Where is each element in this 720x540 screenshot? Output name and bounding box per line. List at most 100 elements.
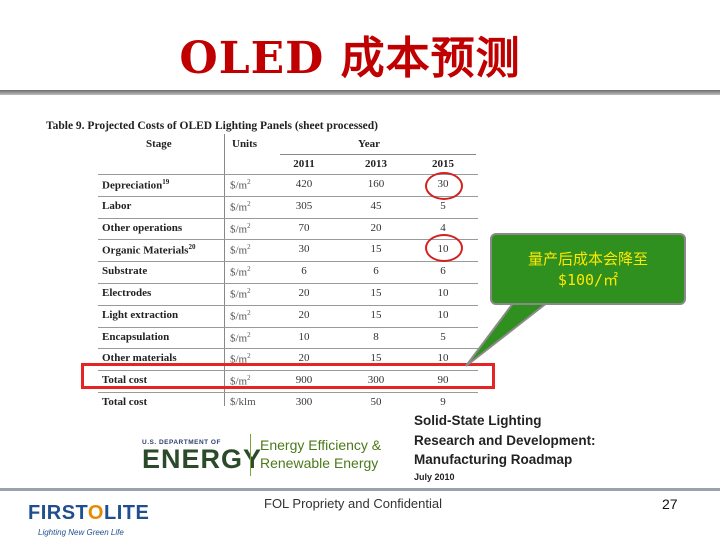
row-unit: $/m2 <box>230 178 251 192</box>
cell-2011: 300 <box>295 395 313 408</box>
company-logo-lite: LITE <box>103 502 150 524</box>
row-stage: Light extraction <box>102 308 179 321</box>
row-unit: $/m2 <box>230 374 251 388</box>
total-cost-highlight <box>81 363 495 389</box>
cell-2013: 45 <box>370 199 382 212</box>
callout-line-1: 量产后成本会降至 <box>527 250 648 268</box>
highlight-circle <box>425 234 463 262</box>
row-stage: Organic Materials20 <box>102 243 196 258</box>
table-row: Total cost $/klm 300 50 9 <box>98 391 478 414</box>
cost-table: Depreciation19 $/m2 420 160 30 Labor $/m2 305 45… <box>98 174 478 414</box>
table-row: Other operations $/m2 70 20 4 <box>98 217 478 240</box>
cell-2013: 6 <box>373 265 379 278</box>
table-row: Substrate $/m2 6 6 6 <box>98 261 478 283</box>
cell-2015: 10 <box>437 308 449 321</box>
company-logo-first: FIRST <box>28 502 88 524</box>
eere-logo: Energy Efficiency & Renewable Energy <box>260 436 381 472</box>
year-header: 2015 <box>432 158 454 170</box>
year-header: 2013 <box>365 158 387 170</box>
row-stage: Depreciation19 <box>102 178 170 192</box>
cell-2011: 20 <box>298 286 310 299</box>
eere-line-1: Energy Efficiency & <box>260 437 382 453</box>
cell-2013: 160 <box>367 178 385 190</box>
logo-divider <box>250 434 251 476</box>
cell-2015: 90 <box>437 374 449 387</box>
column-header-stage: Stage <box>146 138 172 150</box>
cell-2011: 6 <box>301 265 307 278</box>
highlight-circle <box>425 172 463 200</box>
row-unit: $/m2 <box>230 265 251 279</box>
table-row: Encapsulation $/m2 10 8 5 <box>98 326 478 349</box>
cell-2015: 4 <box>440 221 446 234</box>
cell-2011: 305 <box>295 199 313 212</box>
report-title-line-2: Research and Development: <box>414 432 596 448</box>
cell-2015: 5 <box>440 199 446 212</box>
report-title-line-1: Solid-State Lighting <box>414 413 542 428</box>
row-stage: Total cost <box>102 395 148 408</box>
slide-title: OLED 成本预测 <box>179 33 521 84</box>
year-header: 2011 <box>293 158 315 170</box>
cell-2011: 10 <box>298 330 310 343</box>
company-tagline: Lighting New Green Life <box>38 528 124 537</box>
row-unit: $/m2 <box>230 221 251 236</box>
column-header-units: Units <box>232 138 258 150</box>
cell-2011: 20 <box>298 352 310 365</box>
cell-2011: 20 <box>298 308 310 321</box>
cell-2013: 300 <box>367 374 385 387</box>
row-stage: Total cost <box>102 374 148 387</box>
row-stage: Labor <box>102 199 132 212</box>
cell-2015: 10 <box>437 352 449 365</box>
row-stage: Electrodes <box>102 286 152 299</box>
cell-2013: 50 <box>370 395 382 408</box>
cell-2013: 20 <box>370 221 382 234</box>
report-title: Solid-State Lighting Research and Develo… <box>414 411 596 470</box>
report-title-line-3: Manufacturing Roadmap <box>414 452 573 467</box>
table-divider <box>280 154 476 155</box>
row-unit: $/m2 <box>230 199 251 214</box>
footer-confidential: FOL Propriety and Confidential <box>264 496 443 511</box>
callout-line-2: $100/㎡ <box>557 271 619 289</box>
cell-2011: 900 <box>295 374 313 387</box>
table-row: Other materials $/m2 20 15 10 <box>98 348 478 370</box>
cell-2015: 9 <box>440 395 446 408</box>
report-date: July 2010 <box>414 472 455 482</box>
doe-logo: U.S. DEPARTMENT OF ENERGY <box>142 439 262 475</box>
cell-2013: 15 <box>370 286 382 299</box>
eere-line-2: Renewable Energy <box>260 455 379 471</box>
cell-2011: 420 <box>295 178 313 190</box>
doe-logo-wordmark: ENERGY <box>142 444 263 474</box>
doe-logo-small-text: U.S. DEPARTMENT OF <box>142 439 221 446</box>
column-header-year: Year <box>358 138 380 150</box>
cell-2011: 70 <box>298 221 310 234</box>
cell-2015: 5 <box>440 330 446 343</box>
table-divider <box>224 134 225 406</box>
cell-2013: 15 <box>370 352 382 365</box>
company-logo-sun-icon: O <box>87 502 104 524</box>
table-row: Labor $/m2 305 45 5 <box>98 195 478 218</box>
cell-2013: 15 <box>370 308 382 321</box>
company-logo: FIRSTOLITE <box>28 502 149 525</box>
row-unit: $/m2 <box>230 308 251 323</box>
table-row: Total cost $/m2 900 300 90 <box>98 370 478 392</box>
table-row: Electrodes $/m2 20 15 10 <box>98 282 478 305</box>
row-unit: $/m2 <box>230 286 251 301</box>
cell-2013: 15 <box>370 243 382 256</box>
row-stage: Substrate <box>102 265 148 278</box>
row-stage: Encapsulation <box>102 330 170 343</box>
cell-2015: 6 <box>440 265 446 278</box>
title-divider <box>0 90 720 95</box>
row-unit: $/m2 <box>230 330 251 345</box>
row-stage: Other materials <box>102 352 177 365</box>
footer-divider <box>0 488 720 491</box>
table-row: Light extraction $/m2 20 15 10 <box>98 304 478 327</box>
row-unit: $/klm <box>230 395 256 408</box>
cell-2013: 8 <box>373 330 379 343</box>
page-number: 27 <box>662 496 678 512</box>
table-row: Depreciation19 $/m2 420 160 30 <box>98 174 478 196</box>
cell-2011: 30 <box>298 243 310 256</box>
row-stage: Other operations <box>102 221 183 234</box>
table-caption: Table 9. Projected Costs of OLED Lightin… <box>46 120 379 132</box>
cell-2015: 10 <box>437 286 449 299</box>
row-unit: $/m2 <box>230 243 251 258</box>
cost-callout: 量产后成本会降至 $100/㎡ <box>490 233 686 305</box>
